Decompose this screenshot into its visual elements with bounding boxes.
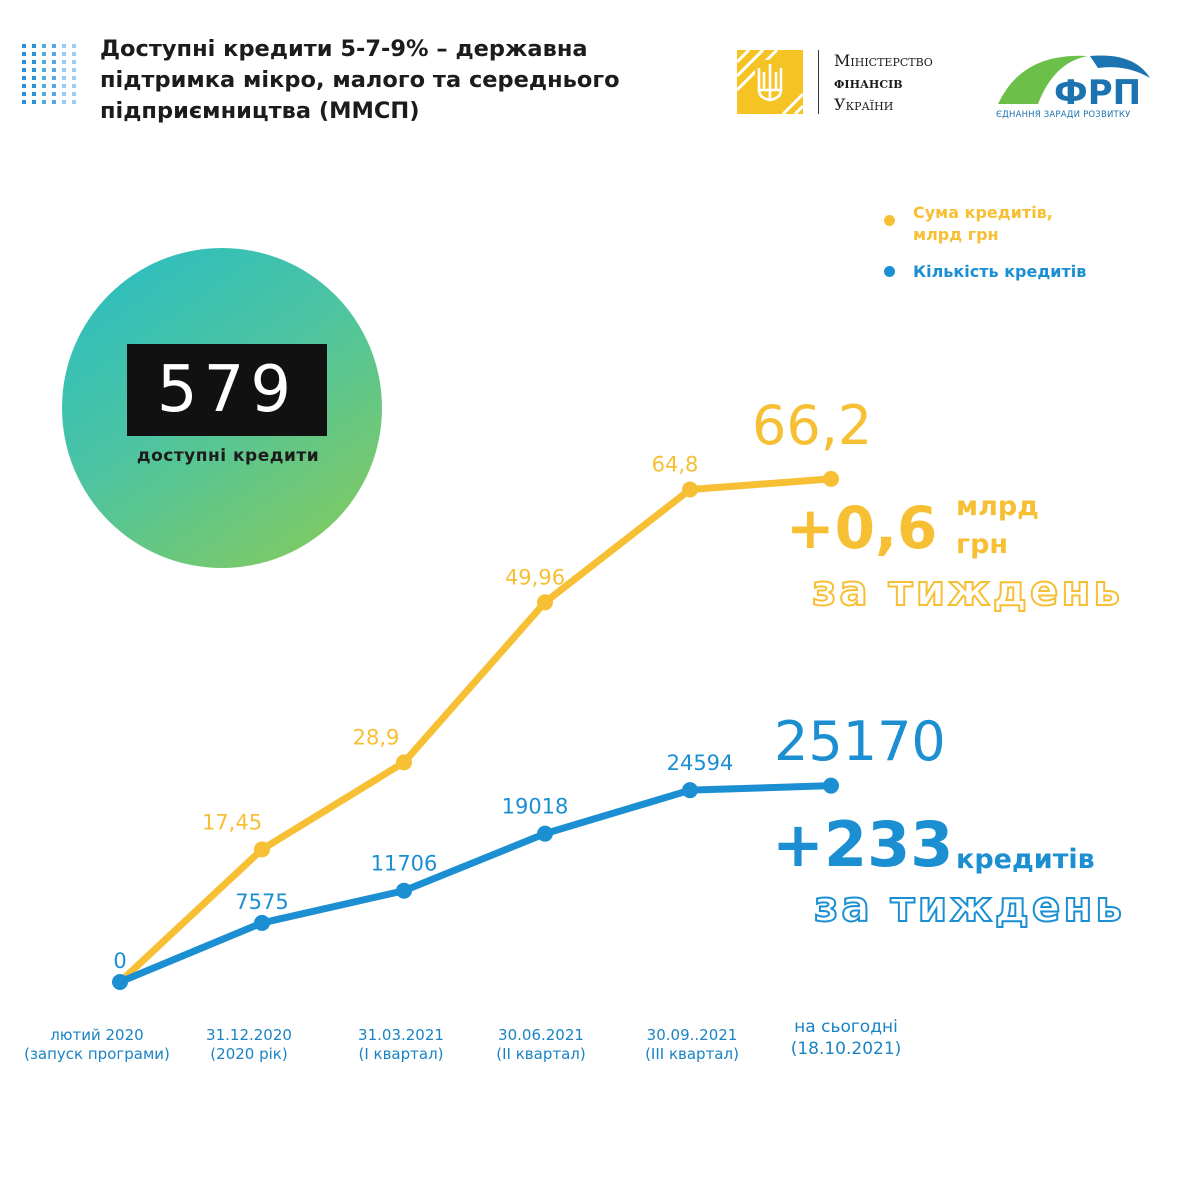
- count-point-0: [112, 974, 128, 990]
- amount-increase: +0,6: [786, 494, 938, 562]
- amount-data-label-2: 28,9: [353, 725, 400, 749]
- ministry-line-3: України: [834, 95, 894, 114]
- count-unit: кредитів: [956, 844, 1095, 875]
- amount-data-label-3: 49,96: [505, 565, 565, 589]
- legend-count-dot: [884, 266, 895, 277]
- badge-number-box: [127, 344, 327, 436]
- amount-point-5: [823, 470, 839, 487]
- count-current-value: 25170: [774, 710, 946, 773]
- ministry-line-1: Міністерство: [834, 51, 933, 70]
- count-point-4: [682, 782, 698, 799]
- x-tick-label-2: 31.03.2021 (І квартал): [358, 1026, 444, 1063]
- ministry-divider: [818, 50, 819, 114]
- legend-count-text: Кількість кредитів: [913, 262, 1087, 281]
- count-period: за тиждень: [813, 882, 1125, 931]
- badge-number: 579: [156, 353, 298, 427]
- frp-tagline: ЄДНАННЯ ЗАРАДИ РОЗВИТКУ: [996, 110, 1131, 120]
- title-line-2: підтримка мікро, малого та середнього: [100, 67, 620, 93]
- count-point-5: [823, 777, 839, 794]
- dots-decoration: [22, 44, 76, 104]
- page-title: Доступні кредити 5-7-9% – державна підтр…: [100, 34, 720, 127]
- count-data-label-0: 0: [113, 949, 126, 973]
- ministry-line-2: фінансів: [834, 73, 903, 92]
- count-increase: +233: [772, 808, 954, 881]
- x-tick-label-1: 31.12.2020 (2020 рік): [206, 1026, 292, 1063]
- amount-unit-line-1: млрд: [956, 491, 1039, 522]
- count-point-1: [254, 914, 270, 931]
- amount-period: за тиждень: [811, 566, 1123, 615]
- count-data-label-3: 19018: [502, 795, 569, 819]
- legend-amount-dot: [884, 215, 895, 226]
- frp-name: ФРП: [1054, 73, 1141, 113]
- amount-data-label-4: 64,8: [652, 453, 699, 477]
- amount-series-line: [116, 475, 835, 986]
- x-tick-label-3: 30.06.2021 (ІІ квартал): [496, 1026, 586, 1063]
- ministry-emblem-icon: [737, 50, 803, 114]
- x-tick-label-0: лютий 2020 (запуск програми): [24, 1026, 170, 1063]
- amount-point-4: [682, 481, 698, 498]
- count-data-label-4: 24594: [667, 751, 734, 775]
- amount-data-label-1: 17,45: [202, 810, 262, 834]
- ministry-name: Міністерство фінансів України: [834, 50, 933, 116]
- badge-caption: доступні кредити: [136, 446, 320, 466]
- amount-point-3: [537, 594, 553, 611]
- amount-point-1: [254, 841, 270, 858]
- amount-current-value: 66,2: [752, 394, 873, 457]
- title-line-3: підприємництва (ММСП): [100, 98, 420, 124]
- amount-point-2: [396, 754, 412, 771]
- title-line-1: Доступні кредити 5-7-9% – державна: [100, 36, 588, 62]
- legend-amount-line-1: Сума кредитів,: [913, 203, 1053, 222]
- count-data-label-1: 7575: [235, 890, 288, 914]
- legend-amount-line-2: млрд грн: [913, 225, 999, 244]
- count-series-line: [116, 782, 835, 986]
- x-tick-label-5: на сьогодні (18.10.2021): [790, 1017, 902, 1059]
- frp-logo-icon: ФРП: [998, 55, 1150, 113]
- count-data-label-2: 11706: [371, 852, 438, 876]
- count-point-3: [537, 825, 553, 842]
- x-tick-label-4: 30.09..2021 (ІІІ квартал): [645, 1026, 739, 1063]
- count-point-2: [396, 882, 412, 899]
- amount-unit-line-2: грн: [956, 529, 1009, 560]
